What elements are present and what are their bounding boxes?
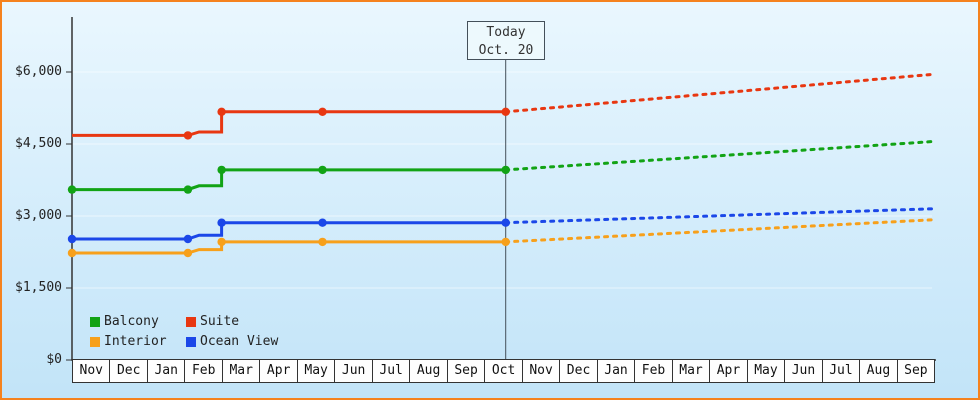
month-label: Aug [409, 359, 448, 383]
month-label: Apr [709, 359, 748, 383]
month-label: Apr [259, 359, 298, 383]
month-label: Jul [371, 359, 411, 383]
month-label: Mar [671, 359, 711, 383]
legend-label-balcony: Balcony [104, 314, 159, 329]
legend-item-ocean-view: Ocean View [186, 334, 278, 350]
legend: Balcony Suite Interior Ocean View [90, 314, 278, 350]
month-label: Feb [184, 359, 223, 383]
y-tick-label: $4,500 [15, 136, 62, 151]
month-label: Sep [896, 359, 936, 383]
x-axis-month-labels: Nov Dec Jan Feb Mar Apr May Jun Jul Aug Sep Oct Nov D… [72, 359, 936, 383]
today-label-line2: Oct. 20 [478, 43, 534, 58]
y-tick-label: $3,000 [15, 208, 62, 223]
month-label: May [746, 359, 786, 383]
legend-swatch-balcony [90, 317, 100, 327]
month-label: Oct [484, 359, 523, 383]
month-label: Nov [521, 359, 561, 383]
legend-item-suite: Suite [186, 314, 278, 330]
month-label: Jun [334, 359, 373, 383]
today-marker-label: Today Oct. 20 [467, 21, 545, 60]
month-label: Dec [109, 359, 148, 383]
y-tick-label: $1,500 [15, 280, 62, 295]
month-label: Jun [784, 359, 823, 383]
y-axis-labels: $0 $1,500 $3,000 $4,500 $6,000 [2, 2, 64, 398]
y-tick-label: $6,000 [15, 64, 62, 79]
month-label: Dec [559, 359, 598, 383]
legend-swatch-suite [186, 317, 196, 327]
legend-label-interior: Interior [104, 334, 167, 349]
legend-item-balcony: Balcony [90, 314, 186, 330]
legend-label-suite: Suite [200, 314, 240, 329]
month-label: Jan [146, 359, 186, 383]
y-tick-label: $0 [46, 352, 62, 367]
month-label: Aug [859, 359, 898, 383]
legend-item-interior: Interior [90, 334, 186, 350]
month-label: Sep [446, 359, 486, 383]
month-label: Nov [72, 359, 111, 383]
legend-label-ocean-view: Ocean View [200, 334, 279, 349]
today-label-line1: Today [486, 25, 526, 40]
legend-swatch-ocean-view [186, 337, 196, 347]
legend-swatch-interior [90, 337, 100, 347]
month-label: Jul [821, 359, 861, 383]
month-label: Mar [221, 359, 261, 383]
month-label: Jan [596, 359, 636, 383]
month-label: May [296, 359, 336, 383]
month-label: Feb [634, 359, 673, 383]
